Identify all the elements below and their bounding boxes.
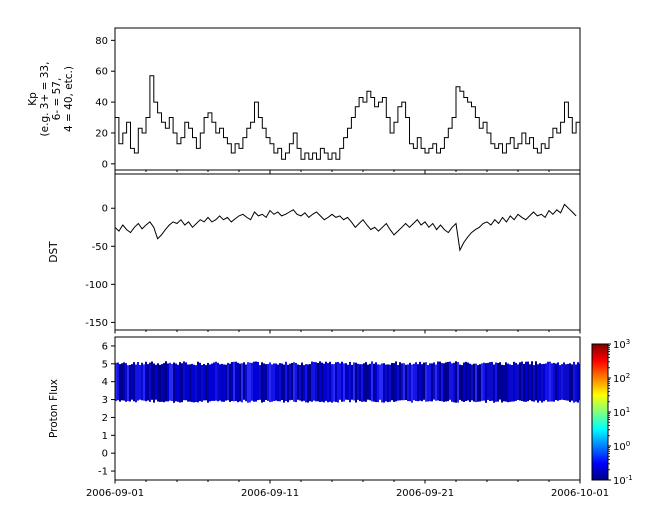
- y-tick-label: 4: [102, 377, 108, 388]
- colorbar-tick-label: 103: [613, 338, 630, 351]
- proton-flux-band: [115, 361, 580, 403]
- kp-panel: 0 20 40 60 80 Kp (e.g. 3+ = 33, 6- = 57, 4 = 40,…: [27, 27, 581, 174]
- x-tick-label: 2006-09-01: [86, 488, 144, 499]
- y-tick-label: 0: [102, 204, 108, 215]
- y-tick-label: 1: [102, 431, 108, 442]
- y-tick-label: 6: [102, 341, 108, 352]
- y-tick-label: -150: [85, 318, 108, 329]
- colorbar: 103 102 101 100 10-1: [591, 338, 633, 487]
- y-tick-label: 3: [102, 395, 108, 406]
- colorbar-tick-label: 102: [613, 372, 630, 385]
- y-tick-label: 20: [95, 128, 108, 139]
- y-tick-label: -100: [85, 280, 108, 291]
- colorbar-tick-label: 101: [613, 406, 630, 419]
- colorbar-tick-label: 10-1: [613, 474, 633, 487]
- kp-line: [115, 75, 580, 160]
- ylabel-dst: DST: [48, 241, 60, 263]
- colorbar-tick-label: 100: [613, 440, 630, 453]
- ylabel-kp: 4 = 40, etc.): [63, 66, 75, 132]
- y-tick-label: 40: [95, 98, 108, 109]
- dst-panel: 0 -50 -100 -150 DST: [48, 173, 581, 334]
- y-tick-label: 0: [102, 159, 108, 170]
- proton_flux-panel: -1 0 1 2 3 4 5 6 Proton Flux: [48, 336, 581, 484]
- y-tick-label: 2: [102, 413, 108, 424]
- x-tick-label: 2006-10-01: [551, 488, 609, 499]
- ylabel-proton_flux: Proton Flux: [48, 379, 60, 438]
- y-tick-label: -50: [92, 242, 108, 253]
- dst-frame: [114, 173, 581, 331]
- y-tick-label: 80: [95, 36, 108, 47]
- kp-frame: [114, 27, 581, 171]
- x-tick-label: 2006-09-11: [241, 488, 299, 499]
- ylabel-kp: 6- = 57,: [51, 78, 63, 121]
- x-tick-label: 2006-09-21: [396, 488, 454, 499]
- dst-line: [115, 203, 577, 252]
- ylabel-kp: Kp: [27, 92, 39, 106]
- y-tick-label: 60: [95, 67, 108, 78]
- x-axis-labels: 2006-09-01 2006-09-11 2006-09-21 2006-10-01: [86, 488, 609, 499]
- ylabel-kp: (e.g. 3+ = 33,: [39, 62, 51, 137]
- colorbar-gradient: [592, 344, 608, 480]
- y-tick-label: 0: [102, 449, 108, 460]
- y-tick-label: -1: [98, 467, 108, 478]
- proton_flux-frame: [114, 336, 581, 481]
- y-tick-label: 5: [102, 359, 108, 370]
